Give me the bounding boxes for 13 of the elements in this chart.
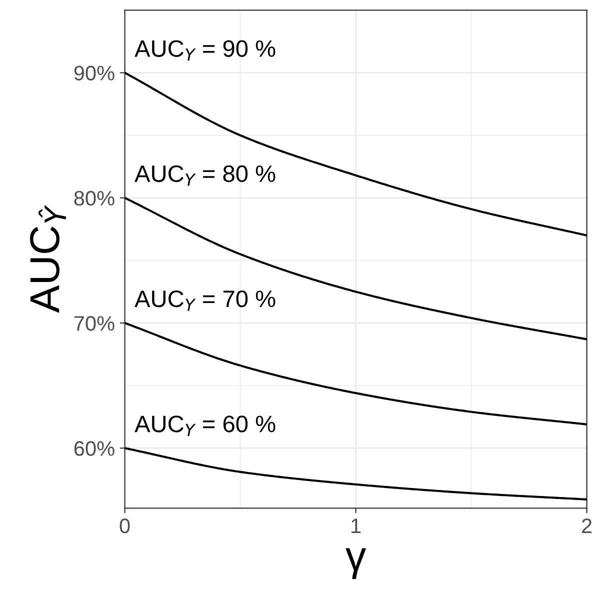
x-tick-label: 1 (352, 518, 361, 534)
y-tick-label: 80% (74, 190, 114, 206)
y-axis-title: AUC$_{Ŷ}$ (30, 204, 66, 313)
x-tick-label: 0 (120, 518, 130, 534)
y-tick-label: 60% (74, 441, 114, 456)
series-label: AUC$_{Y}$ = 80 % (134, 165, 276, 186)
series-label: AUC$_{Y}$ = 60 % (134, 416, 276, 436)
series-label: AUC$_{Y}$ = 90 % (134, 40, 276, 61)
series-label: AUC$_{Y}$ = 70 % (134, 290, 276, 311)
x-tick-label: 2 (582, 518, 592, 534)
x-axis-title: γ (346, 548, 366, 579)
y-tick-label: 70% (74, 316, 114, 331)
y-tick-label: 90% (74, 66, 114, 81)
